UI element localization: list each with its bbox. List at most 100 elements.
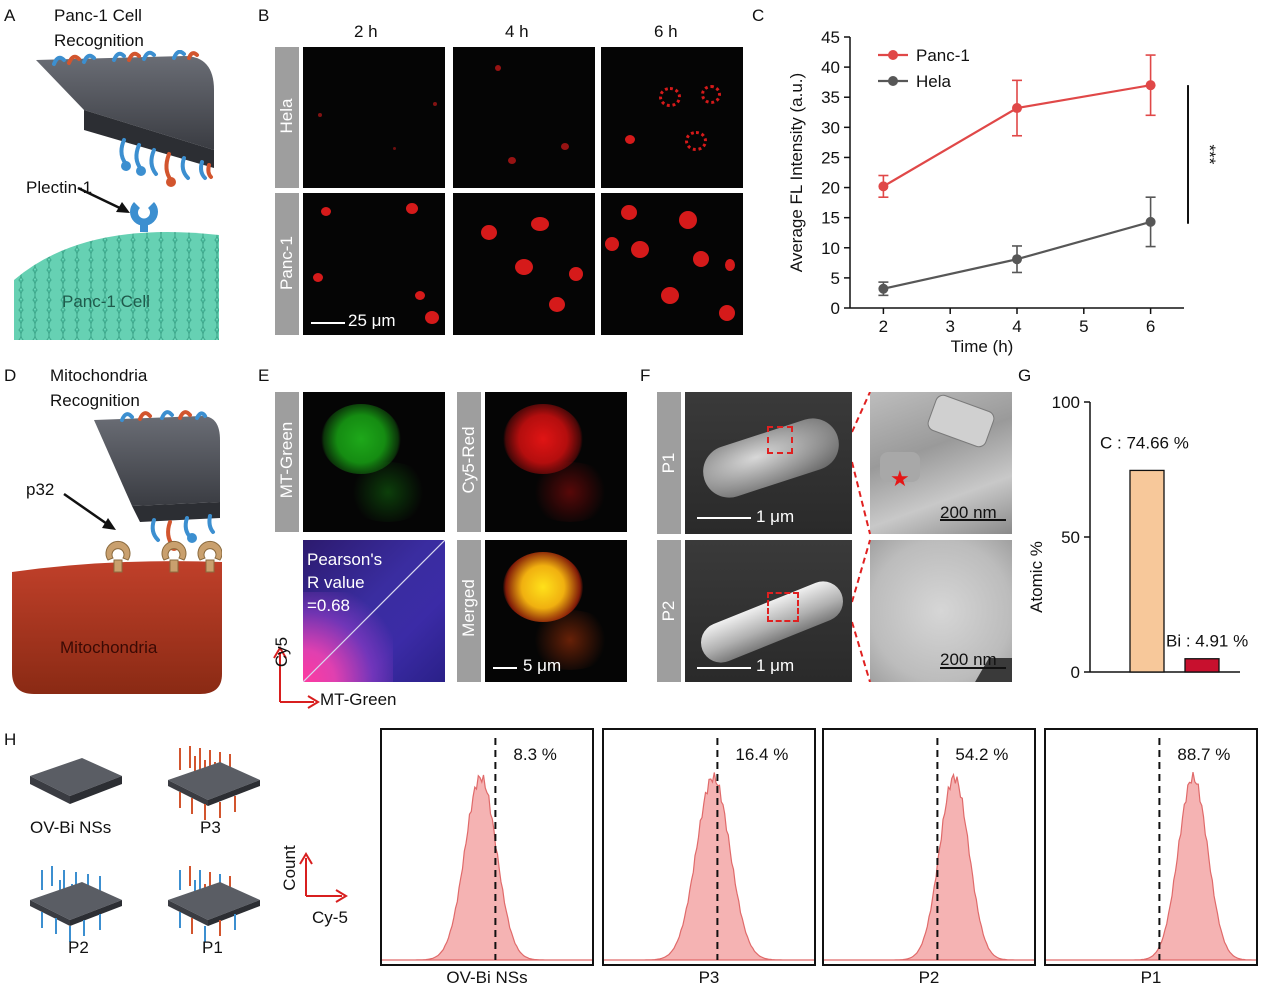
panel-label-g: G [1018, 366, 1032, 385]
axis-x-label: MT-Green [320, 690, 397, 709]
y-tick-label: 0 [1071, 663, 1080, 682]
material-label-p3: P3 [200, 818, 221, 837]
colocalization-scatter [303, 540, 445, 682]
y-tick-label: 50 [1061, 528, 1080, 547]
y-axis-label: Average FL Intensity (a.u.) [787, 73, 806, 272]
histogram-area [1046, 771, 1256, 961]
scale-bar [940, 667, 1006, 669]
histogram-panel: 8.3 % [380, 728, 594, 966]
scale-bar-label: 200 nm [940, 503, 997, 522]
y-tick-label: 30 [821, 118, 840, 137]
y-tick-label: 25 [821, 148, 840, 167]
row-label-hela: Hela [277, 98, 296, 134]
x-axis-label: Time (h) [951, 337, 1014, 356]
star-icon: ★ [890, 466, 910, 491]
scale-bar [697, 517, 751, 519]
scale-bar-label: 25 μm [348, 311, 396, 330]
pearson-label-line1: Pearson's [307, 550, 383, 569]
row-label-p1: P1 [659, 452, 678, 474]
data-point [1012, 103, 1022, 114]
panel-label-f: F [640, 366, 651, 385]
histogram-label: P3 [698, 968, 720, 987]
material-label-ov-bi: OV-Bi NSs [30, 818, 112, 837]
data-label: C : 74.66 % [1100, 433, 1189, 452]
histogram-panel: 88.7 % [1044, 728, 1258, 966]
gate-percent: 54.2 % [955, 745, 1008, 764]
y-tick-label: 20 [821, 179, 840, 198]
bar [1129, 469, 1165, 673]
axis-y-label: Cy5 [272, 636, 291, 668]
histogram-area [382, 774, 592, 961]
legend-label: Panc-1 [916, 46, 970, 65]
gate-percent: 8.3 % [513, 745, 556, 764]
axis-y-label: Count [280, 845, 299, 891]
data-point [1145, 80, 1156, 91]
mt-green-image [303, 392, 445, 532]
y-tick-label: 35 [821, 88, 840, 107]
legend-marker [888, 76, 898, 86]
scale-bar [697, 667, 751, 669]
data-point [1145, 216, 1156, 227]
y-tick-label: 10 [821, 239, 840, 258]
axis-x-label: Cy-5 [312, 908, 348, 927]
row-label-bar [275, 47, 299, 188]
panel-a-title-line2: Recognition [54, 31, 144, 50]
x-tick-label: 2 [879, 317, 888, 336]
y-tick-label: 0 [831, 299, 840, 318]
data-point [878, 181, 889, 192]
material-label-p2: P2 [68, 938, 89, 957]
fluorescence-image [453, 47, 595, 188]
histogram-label: P2 [918, 968, 940, 987]
legend-label: Hela [916, 72, 952, 91]
x-tick-label: 3 [945, 317, 954, 336]
row-label-bar [275, 193, 299, 335]
histogram-plot: 88.7 % [1046, 738, 1256, 961]
sem-zoom-p1: ★ [870, 392, 1012, 534]
timepoint-label: 4 h [505, 22, 529, 41]
cell-recognition-illustration [14, 50, 219, 340]
fluorescence-image [453, 193, 595, 335]
x-tick-label: 6 [1146, 317, 1155, 336]
panel-label-b: B [258, 6, 270, 25]
data-label: Bi : 4.91 % [1166, 632, 1248, 651]
fluorescence-image [601, 47, 743, 188]
timepoint-label: 6 h [654, 22, 678, 41]
fluorescence-image [303, 193, 445, 335]
row-label-panc-1: Panc-1 [277, 236, 296, 290]
significance-label: *** [1200, 145, 1219, 165]
sem-image-p1 [685, 392, 852, 534]
atomic-percent-chart: 0 50 100 Atomic % C : 74.66 % Bi : 4.91 % [1027, 393, 1248, 682]
panel-label-h: H [4, 730, 17, 749]
fluorescence-image [303, 47, 445, 188]
panel-a-title-line1: Panc-1 Cell [54, 6, 142, 25]
timepoint-label: 2 h [354, 22, 378, 41]
histogram-label: P1 [1140, 968, 1162, 987]
legend-marker [888, 50, 898, 60]
y-tick-label: 40 [821, 58, 840, 77]
histogram-area [604, 772, 814, 961]
scale-bar-label: 1 μm [756, 507, 795, 526]
mitochondria-recognition-illustration [12, 410, 222, 694]
y-axis-label: Atomic % [1027, 541, 1046, 613]
p32-label: p32 [26, 480, 55, 499]
scale-bar [493, 667, 517, 669]
y-tick-label: 5 [831, 269, 840, 288]
channel-label-bar [457, 392, 481, 532]
histogram-label: OV-Bi NSs [446, 968, 528, 987]
y-tick-label: 100 [1052, 393, 1080, 412]
scale-bar [940, 519, 1006, 521]
scale-bar [311, 322, 345, 324]
channel-label-mt-green: MT-Green [277, 421, 296, 499]
axis-arrows [299, 852, 348, 903]
panc-1-cell-label: Panc-1 Cell [62, 292, 150, 311]
scale-bar-label: 5 μm [523, 656, 562, 675]
histogram-area [824, 772, 1034, 961]
pearson-label-line2: R value [307, 573, 365, 592]
x-tick-label: 4 [1012, 317, 1021, 336]
pearson-value: =0.68 [307, 596, 351, 615]
histogram-plot: 54.2 % [824, 738, 1034, 961]
zoom-guide-lines [852, 392, 871, 682]
plectin-1-label: Plectin-1 [26, 178, 93, 197]
channel-label-bar [457, 540, 481, 682]
panel-label-e: E [258, 366, 270, 385]
